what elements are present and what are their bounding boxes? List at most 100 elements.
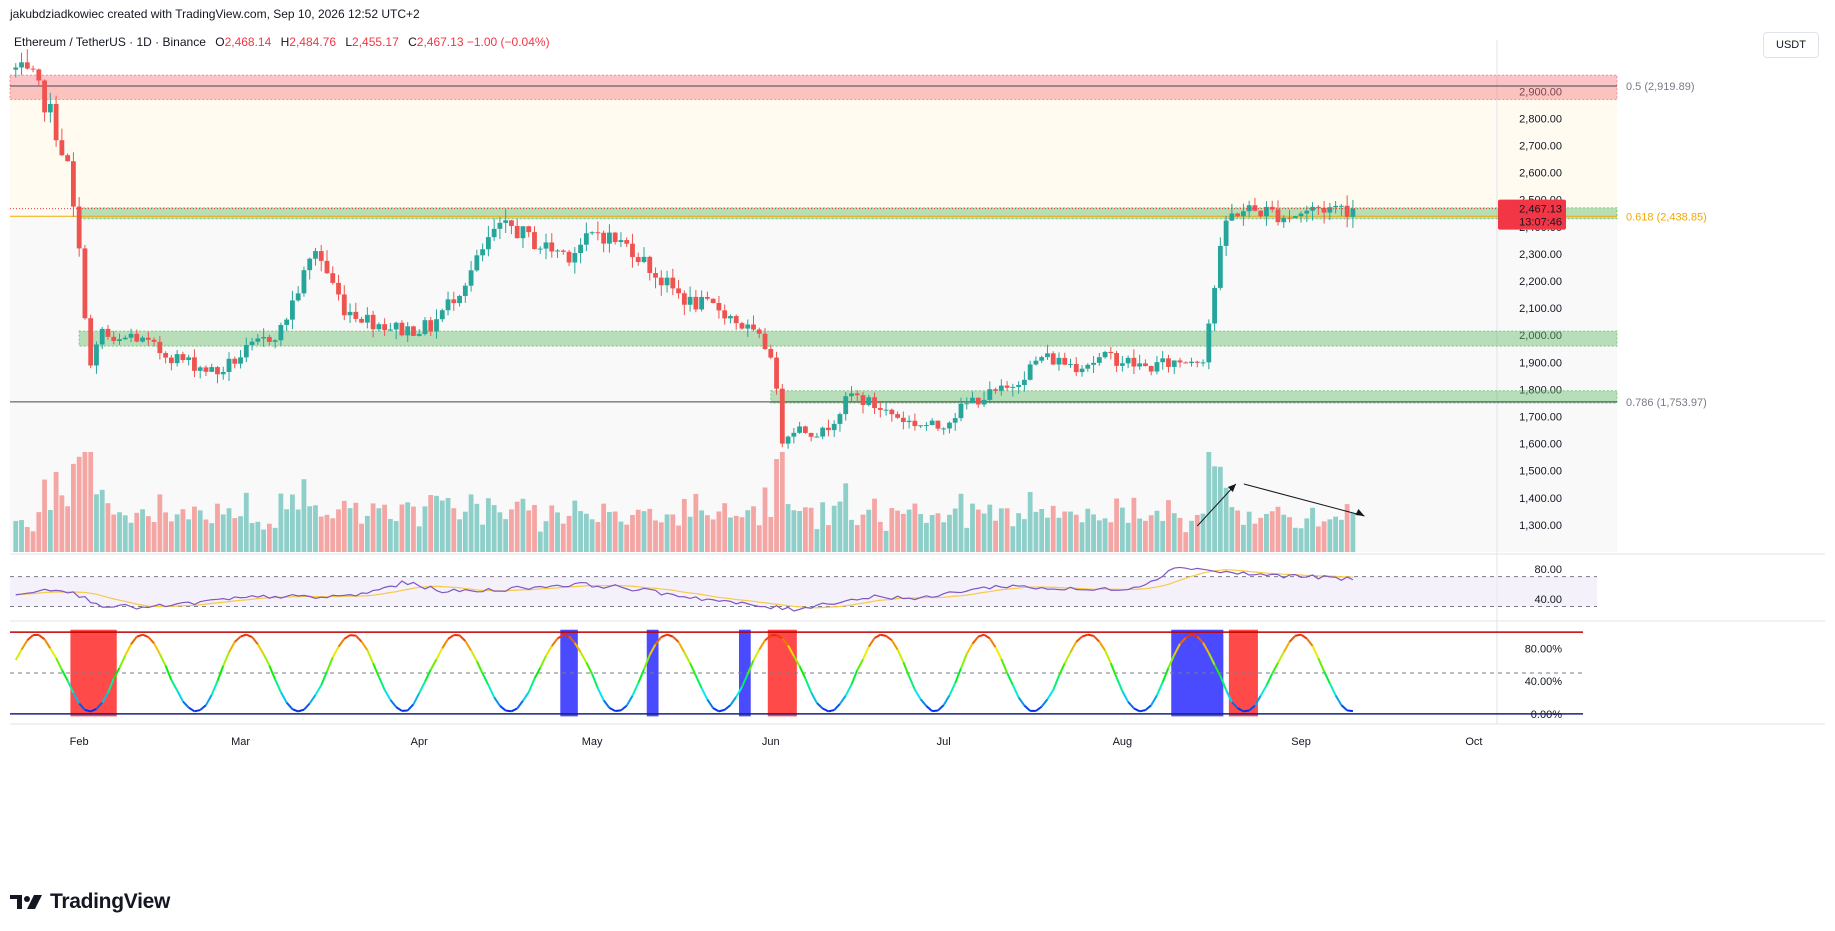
- volume-bar: [704, 515, 710, 552]
- stoch-line-segment: [441, 638, 449, 649]
- stoch-line-segment: [724, 704, 732, 711]
- stoch-line-segment: [406, 703, 415, 712]
- volume-bar: [88, 452, 94, 552]
- volume-bar: [1264, 513, 1269, 552]
- stoch-line-segment: [1288, 635, 1297, 643]
- stoch-line-segment: [948, 682, 957, 696]
- stoch-line-segment: [1121, 690, 1130, 703]
- candle-body: [220, 371, 226, 375]
- volume-bar: [1119, 507, 1125, 552]
- volume-bar: [699, 510, 705, 552]
- candle-body: [485, 237, 491, 250]
- stoch-line-segment: [550, 637, 559, 647]
- volume-bar: [860, 514, 866, 552]
- candle-body: [1223, 220, 1229, 246]
- candle-body: [209, 367, 215, 372]
- currency-unit-button[interactable]: USDT: [1763, 32, 1819, 58]
- candle-body: [716, 302, 722, 311]
- symbol-name[interactable]: Ethereum / TetherUS · 1D · Binance: [14, 35, 206, 49]
- candle-body: [693, 296, 699, 310]
- stoch-line-segment: [1317, 657, 1326, 672]
- candle-body: [249, 341, 255, 345]
- stoch-line-segment: [1046, 689, 1055, 700]
- stoch-line-segment: [366, 649, 375, 664]
- stoch-line-segment: [1254, 695, 1262, 707]
- candle-body: [491, 228, 497, 238]
- volume-bar: [209, 523, 215, 552]
- price-axis-tick: 1,700.00: [1519, 412, 1562, 424]
- stoch-line-segment: [839, 695, 847, 705]
- stoch-line-segment: [147, 636, 155, 644]
- volume-bar: [658, 522, 664, 552]
- volume-bar: [1143, 520, 1148, 552]
- volume-bar: [1079, 522, 1085, 552]
- candle-body: [607, 232, 612, 244]
- candle-body: [1004, 385, 1010, 388]
- volume-bar: [866, 509, 872, 552]
- stoch-line-segment: [26, 634, 34, 642]
- candle-body: [1050, 353, 1056, 365]
- candle-body: [1229, 213, 1235, 221]
- volume-bar: [947, 514, 952, 552]
- candle-body: [180, 354, 186, 361]
- candle-body: [1125, 357, 1131, 364]
- candle-body: [422, 320, 428, 335]
- volume-bar: [105, 503, 111, 552]
- volume-bar: [970, 503, 975, 552]
- stoch-line-segment: [377, 676, 386, 691]
- stoch-line-segment: [1306, 637, 1314, 647]
- candle-body: [1148, 365, 1154, 372]
- volume-bar: [1183, 532, 1189, 552]
- volume-bar: [814, 529, 820, 552]
- stoch-line-segment: [118, 654, 127, 669]
- candle-body: [1102, 351, 1108, 358]
- stoch-line-segment: [672, 635, 680, 643]
- stoch-line-segment: [579, 651, 588, 663]
- volume-bar: [952, 508, 958, 552]
- stoch-line-segment: [700, 687, 709, 700]
- candle-body: [964, 403, 970, 405]
- volume-bar: [336, 509, 341, 552]
- stoch-line-segment: [435, 647, 444, 660]
- candle-body: [370, 314, 376, 330]
- candle-body: [445, 299, 451, 311]
- candle-body: [284, 319, 290, 325]
- volume-bar: [716, 511, 722, 552]
- candle-body: [347, 311, 353, 316]
- volume-bar: [318, 516, 324, 552]
- candle-body: [215, 367, 220, 375]
- volume-bar: [261, 529, 266, 552]
- candle-body: [941, 428, 947, 430]
- stoch-line-segment: [1334, 694, 1343, 706]
- volume-bar: [1114, 498, 1120, 552]
- stoch-line-segment: [585, 662, 594, 675]
- volume-bar: [278, 493, 284, 552]
- stoch-line-segment: [49, 647, 57, 659]
- volume-bar: [555, 512, 560, 552]
- stoch-line-segment: [262, 653, 271, 666]
- candle-body: [272, 340, 278, 342]
- stoch-line-segment: [620, 704, 628, 712]
- resistance-zone: [9, 74, 1618, 100]
- candle-body: [583, 233, 589, 245]
- volume-bar: [243, 492, 249, 552]
- stoch-line-segment: [1069, 641, 1078, 653]
- candle-body: [1287, 217, 1292, 219]
- volume-bar: [1085, 508, 1091, 552]
- stoch-line-segment: [493, 696, 501, 707]
- volume-bar: [462, 511, 468, 552]
- candle-body: [82, 248, 88, 319]
- volume-bar: [941, 522, 947, 552]
- stoch-line-segment: [787, 644, 795, 657]
- candle-body: [399, 322, 405, 336]
- volume-bar: [537, 531, 543, 552]
- volume-bar: [151, 522, 157, 552]
- stoch-line-segment: [822, 707, 829, 713]
- volume-bar: [998, 508, 1004, 552]
- price-axis-tick: 2,200.00: [1519, 276, 1562, 288]
- volume-bar: [618, 521, 624, 552]
- volume-bar: [733, 515, 739, 552]
- candle-body: [877, 408, 883, 410]
- last-price-value: 2,467.13: [1519, 204, 1562, 216]
